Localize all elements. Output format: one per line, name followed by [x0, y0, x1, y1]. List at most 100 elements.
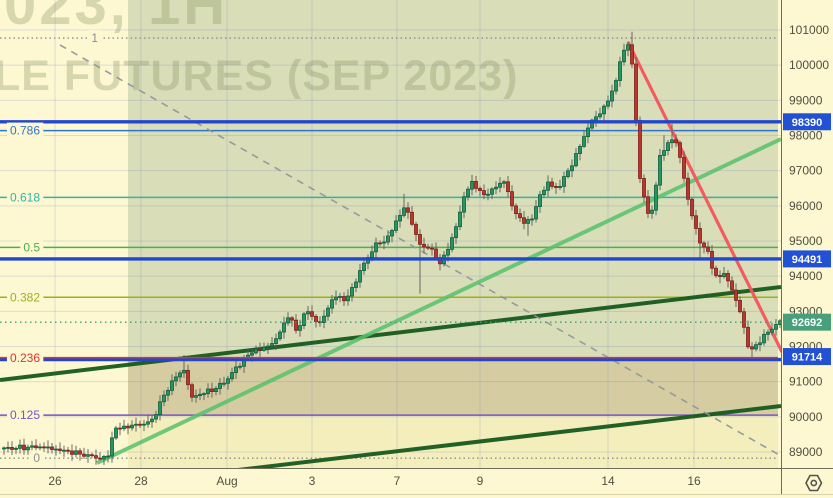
candle-body-up: [282, 322, 286, 333]
candle: [150, 414, 154, 428]
price-badge-label: 94491: [792, 254, 823, 266]
candle-body-up: [578, 145, 582, 154]
candle-body-up: [238, 365, 242, 368]
candle-body-down: [474, 180, 478, 189]
price-alert-lines[interactable]: [0, 120, 781, 362]
candle: [546, 175, 550, 197]
candle: [418, 229, 422, 294]
candle-body-down: [634, 63, 638, 121]
fib-label-0.5: 0.5: [23, 240, 40, 254]
red-trendline[interactable]: [626, 41, 784, 353]
candle-body-down: [410, 211, 414, 225]
candle: [690, 197, 694, 220]
candle-body-down: [90, 454, 94, 457]
candle: [210, 382, 214, 398]
candle: [166, 387, 170, 401]
candle-body-down: [34, 445, 38, 449]
candle: [322, 309, 326, 329]
candle-body-up: [606, 100, 610, 107]
candle-body-up: [74, 450, 78, 455]
x-axis-label-3: 3: [309, 474, 316, 488]
candle: [638, 116, 642, 183]
candle: [666, 139, 670, 156]
candle: [562, 171, 566, 194]
candle: [102, 454, 106, 465]
candle: [510, 185, 514, 211]
candle: [426, 243, 430, 250]
candle-body-up: [454, 226, 458, 239]
candle-body-down: [258, 348, 262, 351]
candle: [198, 388, 202, 401]
candle: [706, 241, 710, 255]
candle: [378, 240, 382, 247]
candle: [226, 375, 230, 390]
y-axis-label: 89000: [789, 445, 823, 459]
candle: [178, 370, 182, 382]
candle: [346, 289, 350, 306]
candle-body-up: [766, 331, 770, 335]
candle: [170, 374, 174, 396]
fib-band-0236-0125: [128, 360, 778, 415]
candle-body-up: [754, 344, 758, 350]
candle: [282, 316, 286, 339]
time-axis[interactable]: [0, 469, 782, 498]
candle: [202, 392, 206, 401]
light-green-trendline[interactable]: [96, 137, 782, 465]
candle-body-up: [142, 423, 146, 426]
candle: [610, 84, 614, 108]
hexagon-icon-outline: [805, 474, 823, 492]
candle: [738, 296, 742, 314]
candle: [478, 186, 482, 197]
candle-body-up: [2, 447, 6, 450]
candle: [466, 186, 470, 201]
candle: [338, 292, 342, 303]
price-axis[interactable]: [782, 0, 833, 498]
candle-body-down: [718, 275, 722, 277]
candle: [82, 447, 86, 459]
candle: [342, 292, 346, 306]
candle-body-up: [218, 382, 222, 389]
candle: [194, 389, 198, 403]
candle-body-up: [758, 342, 762, 346]
candle: [302, 312, 306, 330]
candle: [598, 107, 602, 120]
price-badge-label: 98390: [792, 117, 823, 129]
candle-body-down: [694, 215, 698, 229]
candle-body-down: [686, 177, 690, 200]
candle: [354, 278, 358, 293]
candle-body-up: [38, 446, 42, 449]
candle-body-up: [154, 414, 158, 420]
gray-dashed-trendline[interactable]: [59, 44, 782, 457]
price-badge-91714: [783, 348, 831, 366]
candle-body-up: [182, 369, 186, 374]
trendlines[interactable]: [0, 41, 784, 472]
candle-body-up: [202, 393, 206, 396]
y-axis-label: 96000: [789, 199, 823, 213]
candle: [290, 316, 294, 327]
candle: [18, 439, 22, 454]
candle-body-down: [98, 457, 102, 460]
dark-green-channel-lower[interactable]: [237, 404, 782, 472]
scale-settings-icon[interactable]: [805, 474, 823, 492]
candle-body-up: [230, 372, 234, 380]
candle: [662, 135, 666, 161]
candle-body-down: [10, 447, 14, 450]
candle-body-down: [674, 139, 678, 144]
candle: [230, 367, 234, 382]
candle: [386, 230, 390, 246]
candle-body-up: [130, 424, 134, 429]
candle: [770, 322, 774, 336]
price-badge-label: 92692: [792, 317, 823, 329]
candle: [154, 410, 158, 424]
candle-body-up: [770, 328, 774, 333]
candle-body-up: [502, 181, 506, 184]
candle-body-up: [662, 150, 666, 156]
candle-body-up: [602, 105, 606, 115]
y-axis-label: 94000: [789, 269, 823, 283]
candle-body-up: [574, 153, 578, 167]
dark-green-channel-upper[interactable]: [0, 285, 782, 382]
candle-body-up: [146, 421, 150, 425]
candle-body-up: [194, 395, 198, 398]
fib-band-0125-0: [128, 415, 778, 468]
